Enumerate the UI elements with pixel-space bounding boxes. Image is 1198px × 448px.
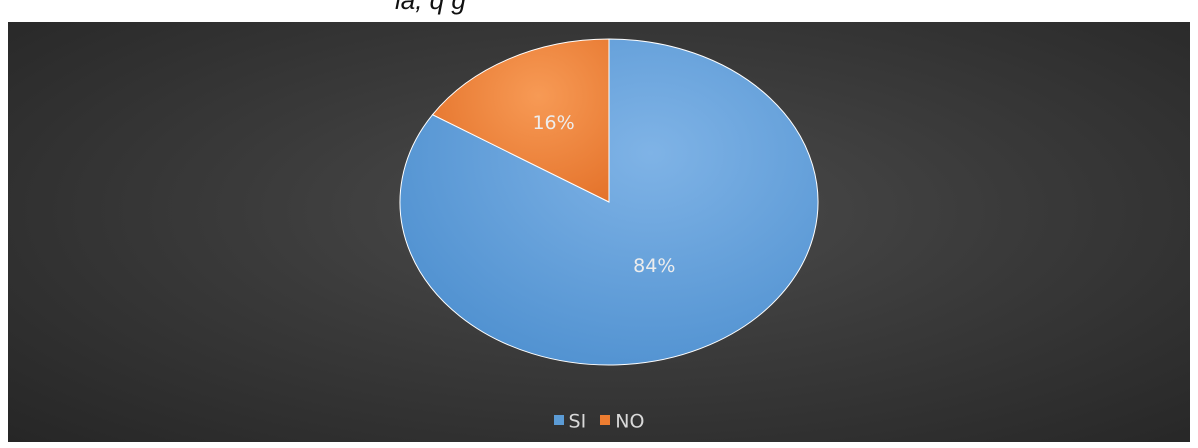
legend-swatch-si	[553, 415, 564, 425]
legend-item-no: NO	[600, 410, 645, 432]
chart-legend: SI NO	[8, 409, 1190, 432]
legend-label-si: SI	[568, 410, 587, 432]
chart-area: 84% 16% SI NO	[8, 22, 1190, 442]
cropped-caption-text: la, q g	[395, 0, 466, 15]
data-label-si: 84%	[633, 255, 675, 277]
pie-chart: 84% 16%	[399, 38, 819, 366]
pie-data-labels: 84% 16%	[532, 112, 675, 277]
pie-slice-no	[431, 38, 610, 203]
legend-swatch-no	[600, 415, 611, 425]
legend-label-no: NO	[615, 410, 645, 432]
pie-slices	[399, 38, 819, 366]
legend-item-si: SI	[553, 410, 587, 432]
cropped-caption-strip: la, q g	[0, 0, 1198, 22]
data-label-no: 16%	[532, 112, 574, 134]
